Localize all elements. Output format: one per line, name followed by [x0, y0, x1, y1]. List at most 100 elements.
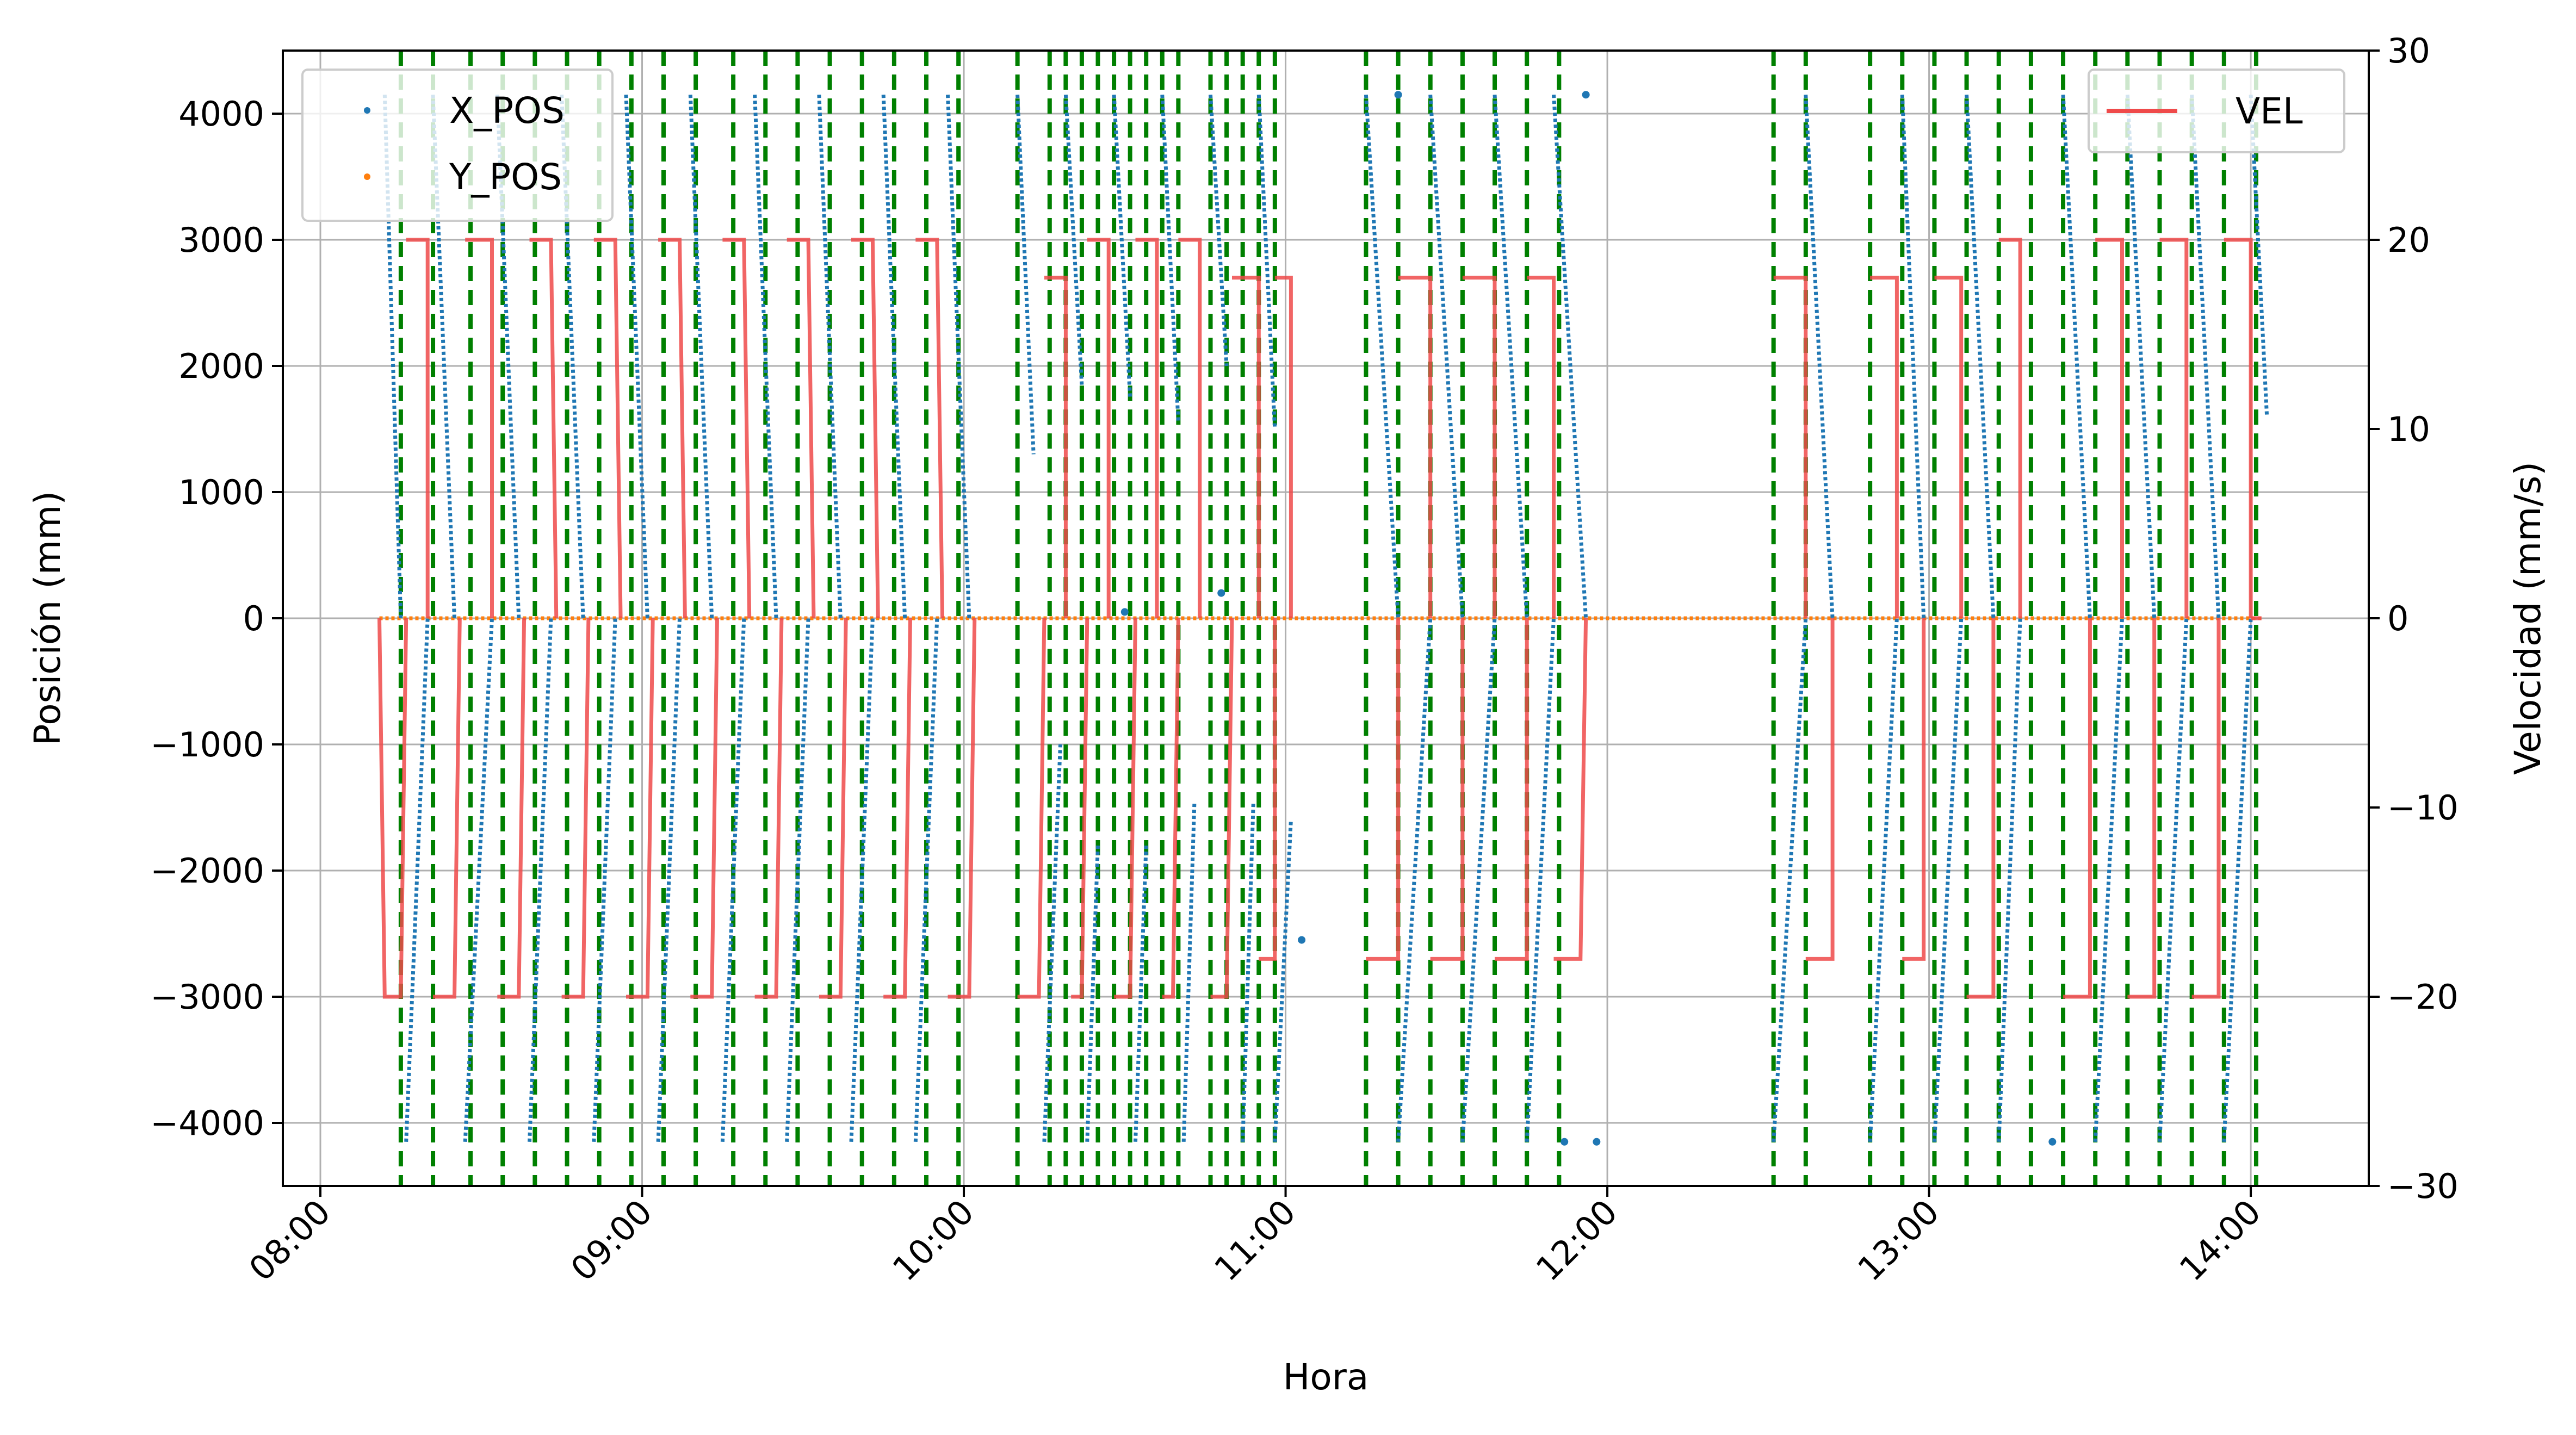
x-pos-segment-45 — [2061, 95, 2092, 619]
x-pos-segment-33 — [1428, 94, 1465, 619]
left-tick-label-6: 2000 — [178, 346, 264, 386]
x-pos-segment-6 — [560, 95, 585, 619]
vel-segment-46 — [2095, 238, 2124, 618]
vel-segment-41 — [1902, 618, 1926, 961]
x-pos-segment-38 — [1772, 618, 1808, 1142]
x-pos-segment-31 — [1364, 94, 1401, 619]
x-pos-segment-3 — [463, 618, 494, 1142]
x-pos-segment-25 — [1160, 95, 1180, 423]
x-pos-segment-18 — [946, 95, 971, 619]
x-pos-segment-28 — [1241, 801, 1255, 1142]
x-pos-segment-40 — [1868, 618, 1899, 1142]
right-tick-label-1: −20 — [2387, 977, 2459, 1017]
legend-vel-label: VEL — [2236, 90, 2303, 132]
vel-segment-35 — [1495, 618, 1529, 961]
x-pos-segment-22 — [1085, 845, 1100, 1142]
vel-segment-10 — [690, 618, 719, 999]
x-pos-point-5 — [1582, 91, 1590, 99]
x-pos-segment-11 — [720, 618, 746, 1142]
x-pos-segment-15 — [849, 618, 875, 1142]
left-axis-ticks: −4000 −3000 −2000 −1000 0 1000 2000 3000 4000 — [150, 94, 283, 1143]
x-pos-segment-30 — [1273, 820, 1293, 1142]
x-pos-segment-36 — [1525, 618, 1556, 1142]
vel-segment-23 — [1114, 618, 1137, 999]
right-tick-label-3: 0 — [2387, 599, 2408, 638]
left-tick-label-8: 4000 — [178, 94, 264, 134]
vel-segment-0 — [377, 618, 408, 999]
x-pos-segment-1 — [404, 618, 430, 1142]
vel-segment-9 — [658, 238, 687, 619]
vel-segment-20 — [1044, 276, 1068, 618]
x-pos-segment-35 — [1493, 94, 1529, 619]
left-tick-label-1: −3000 — [150, 977, 264, 1017]
x-pos-segment-16 — [881, 95, 907, 619]
x-pos-segment-39 — [1804, 95, 1835, 619]
x-pos-segment-7 — [592, 618, 617, 1142]
x-pos-point-4 — [1561, 1138, 1569, 1146]
vel-segment-8 — [626, 618, 655, 999]
right-tick-label-6: 30 — [2387, 31, 2430, 71]
x-pos-segment-24 — [1134, 845, 1148, 1142]
vel-segment-36 — [1527, 276, 1556, 618]
x-pos-segment-43 — [1965, 95, 1996, 619]
vel-segment-39 — [1805, 618, 1835, 961]
vel-segment-7 — [593, 238, 623, 619]
x-pos-segment-9 — [656, 618, 682, 1142]
legend-x-pos-label: X_POS — [449, 90, 565, 132]
vel-segment-29 — [1259, 618, 1277, 961]
vel-series — [377, 238, 2262, 999]
vel-segment-42 — [1934, 276, 1964, 618]
vel-segment-49 — [2191, 618, 2221, 999]
left-tick-label-2: −2000 — [150, 851, 264, 891]
vel-segment-45 — [2063, 618, 2092, 999]
x-pos-segment-44 — [1997, 618, 2022, 1142]
x-pos-segment-34 — [1460, 618, 1497, 1142]
vel-segment-4 — [497, 618, 527, 999]
x-tick-label-1: 09:00 — [563, 1192, 660, 1289]
legend-position: X_POS Y_POS — [301, 69, 614, 222]
vel-segment-31 — [1366, 618, 1401, 961]
right-tick-label-5: 20 — [2387, 220, 2430, 260]
x-tick-label-6: 14:00 — [2172, 1192, 2269, 1289]
x-pos-segment-8 — [624, 95, 649, 619]
right-axis-title: Velocidad (mm/s) — [2507, 462, 2549, 775]
x-pos-segment-48 — [2158, 618, 2189, 1142]
x-tick-label-4: 12:00 — [1528, 1192, 1625, 1289]
vel-segment-3 — [465, 238, 494, 618]
vel-segment-13 — [787, 238, 816, 619]
vel-segment-5 — [529, 238, 559, 619]
x-tick-label-2: 10:00 — [885, 1192, 982, 1289]
vel-segment-14 — [819, 618, 848, 999]
vel-segment-43 — [1966, 618, 1996, 999]
left-tick-label-0: −4000 — [150, 1103, 264, 1143]
x-pos-segment-17 — [913, 618, 939, 1142]
vel-segment-17 — [915, 238, 945, 619]
vel-segment-24 — [1135, 238, 1159, 618]
vel-segment-30 — [1274, 276, 1293, 618]
vel-segment-2 — [433, 618, 462, 999]
vel-segment-27 — [1210, 618, 1234, 999]
right-tick-label-0: −30 — [2387, 1166, 2459, 1206]
x-pos-segment-4 — [495, 95, 521, 619]
left-tick-label-4: 0 — [243, 599, 264, 638]
legend-x-pos-marker — [364, 107, 370, 114]
x-pos-segment-2 — [431, 95, 456, 619]
x-pos-segment-46 — [2093, 618, 2124, 1142]
legend-position-box — [301, 69, 614, 222]
vel-segment-38 — [1773, 276, 1808, 618]
vel-segment-18 — [948, 618, 977, 999]
x-tick-label-3: 11:00 — [1206, 1192, 1303, 1289]
x-tick-label-0: 08:00 — [242, 1192, 338, 1289]
vel-segment-33 — [1430, 618, 1465, 961]
vel-segment-37 — [1553, 618, 1588, 961]
vel-segment-6 — [561, 618, 591, 999]
vel-segment-48 — [2159, 238, 2189, 618]
legend-y-pos-marker — [364, 173, 370, 180]
x-pos-segment-12 — [753, 95, 778, 619]
vel-segment-47 — [2127, 618, 2157, 999]
legend-velocity: VEL — [2088, 69, 2345, 153]
x-pos-segment-20 — [1042, 744, 1062, 1142]
x-axis-ticks: 08:00 09:00 10:00 11:00 12:00 13:00 14:00 — [242, 1186, 2269, 1289]
x-pos-point-7 — [2048, 1138, 2057, 1146]
vel-segment-19 — [1017, 618, 1046, 999]
